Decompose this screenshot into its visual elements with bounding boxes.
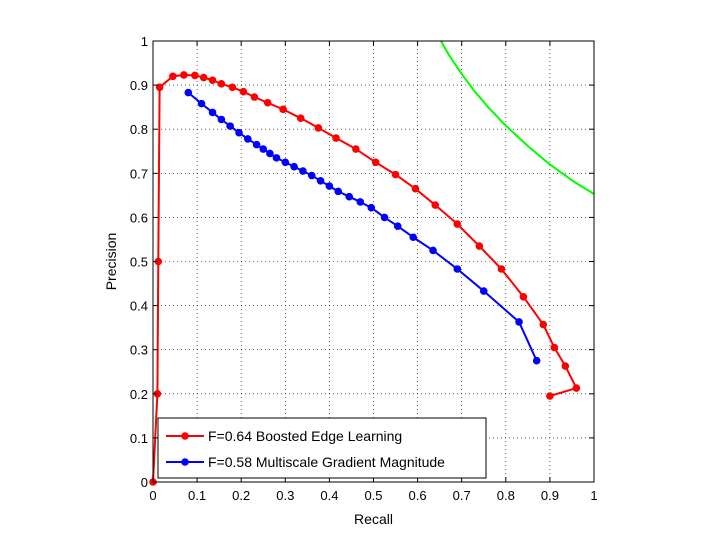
y-tick-label: 0 — [141, 475, 148, 490]
data-point — [155, 83, 164, 92]
data-point — [226, 122, 234, 130]
y-tick-label: 0.1 — [130, 431, 148, 446]
data-point — [180, 71, 188, 79]
data-point — [259, 145, 268, 153]
data-point — [191, 71, 199, 80]
data-point — [561, 362, 570, 370]
data-point — [345, 192, 354, 201]
data-point — [250, 93, 259, 101]
data-point — [332, 134, 340, 142]
x-tick-label: 0.7 — [453, 488, 471, 503]
data-point — [453, 220, 462, 228]
x-tick-label: 0.2 — [232, 488, 250, 503]
series-line-iso-f-curve — [440, 40, 595, 195]
data-point — [307, 171, 316, 180]
legend-box — [157, 417, 487, 479]
data-point — [497, 265, 506, 273]
data-point — [380, 213, 389, 222]
data-point — [539, 320, 548, 329]
data-point — [411, 184, 420, 193]
data-point — [244, 135, 252, 143]
data-point — [429, 246, 437, 255]
data-point — [169, 72, 177, 81]
legend-swatch-marker — [181, 432, 189, 440]
y-tick-label: 0.9 — [130, 78, 148, 93]
data-point — [546, 392, 554, 400]
data-point — [515, 318, 523, 326]
y-tick-label: 0.5 — [130, 255, 148, 270]
x-axis-label: Recall — [354, 511, 393, 527]
y-tick-label: 0.8 — [130, 122, 148, 137]
x-tick-label: 0.5 — [364, 488, 382, 503]
data-point — [299, 167, 307, 175]
data-point — [352, 145, 360, 153]
data-point — [272, 154, 281, 162]
data-point — [290, 162, 298, 171]
data-point — [519, 292, 528, 301]
data-point — [217, 115, 226, 124]
y-tick-label: 0.4 — [130, 299, 148, 314]
data-point — [475, 242, 484, 250]
axis-ticks: 0 0.1 0.2 0.3 0.4 0.5 0.6 0.7 0.8 0.9 1 0 0.1 0.2 0.3 0… — [130, 34, 598, 503]
data-point — [409, 233, 417, 242]
y-tick-label: 0.2 — [130, 387, 148, 402]
data-point — [296, 114, 305, 122]
legend: F=0.64 Boosted Edge Learning F=0.58 Multi… — [157, 417, 487, 479]
data-point — [208, 108, 217, 117]
y-axis-label: Precision — [103, 233, 119, 291]
data-point — [431, 201, 440, 209]
data-point — [263, 98, 272, 107]
data-point — [550, 343, 559, 352]
series-group — [149, 40, 595, 486]
data-point — [334, 187, 343, 196]
data-point — [184, 88, 193, 97]
y-tick-label: 0.6 — [130, 210, 148, 225]
data-point — [371, 158, 380, 167]
x-tick-label: 0.8 — [497, 488, 515, 503]
x-tick-label: 0.4 — [320, 488, 338, 503]
x-tick-label: 1 — [590, 488, 597, 503]
data-point — [208, 76, 217, 85]
data-point — [279, 105, 287, 114]
data-point — [453, 265, 462, 273]
y-tick-label: 1 — [141, 34, 148, 49]
data-point — [393, 222, 402, 231]
data-point — [532, 356, 541, 365]
data-point — [239, 87, 248, 96]
data-point — [197, 99, 206, 108]
data-point — [391, 170, 400, 179]
data-point — [479, 287, 488, 295]
x-tick-label: 0.9 — [541, 488, 559, 503]
data-point — [281, 158, 290, 167]
data-point — [266, 149, 274, 158]
y-tick-label: 0.3 — [130, 343, 148, 358]
x-tick-label: 0 — [149, 488, 156, 503]
data-point — [572, 384, 581, 392]
data-point — [316, 176, 325, 185]
legend-swatch-marker — [181, 458, 189, 466]
data-point — [235, 128, 243, 137]
data-point — [325, 182, 334, 190]
data-point — [252, 140, 261, 149]
data-point — [217, 79, 226, 88]
x-tick-label: 0.6 — [409, 488, 427, 503]
data-point — [367, 203, 376, 212]
grid-lines — [153, 41, 594, 482]
data-point — [228, 83, 237, 92]
data-point — [199, 73, 208, 82]
data-point — [356, 198, 365, 206]
data-point — [314, 124, 323, 132]
x-tick-label: 0.1 — [188, 488, 206, 503]
x-tick-label: 0.3 — [276, 488, 294, 503]
legend-label: F=0.64 Boosted Edge Learning — [208, 428, 402, 444]
legend-label: F=0.58 Multiscale Gradient Magnitude — [208, 454, 445, 470]
y-tick-label: 0.7 — [130, 166, 148, 181]
